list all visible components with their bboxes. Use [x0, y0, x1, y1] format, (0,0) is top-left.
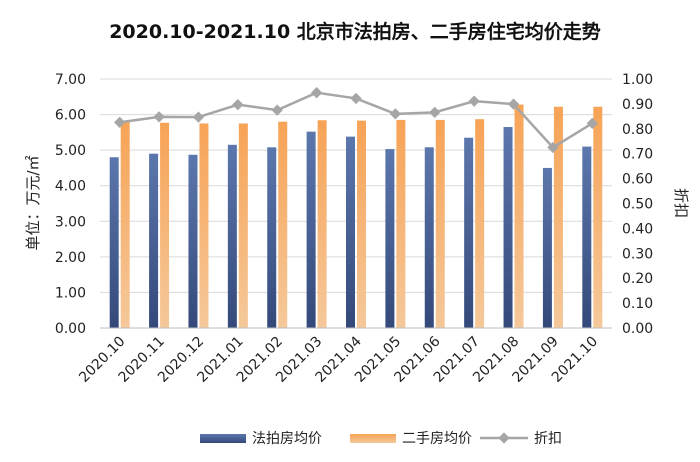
legend-swatch-auction — [200, 434, 246, 443]
y-axis-label: 单位：万元/㎡ — [24, 155, 42, 250]
discount-point — [310, 87, 323, 99]
legend-label-resale: 二手房均价 — [402, 431, 472, 447]
discount-point — [429, 106, 441, 119]
resale-price-bar — [238, 123, 248, 328]
resale-price-bar — [475, 119, 485, 329]
resale-price-bar — [593, 106, 603, 328]
left-tick-label: 1.00 — [55, 285, 86, 301]
discount-point — [547, 141, 559, 154]
auction-price-bar — [188, 154, 198, 328]
auction-price-bar — [306, 131, 316, 328]
left-tick-label: 4.00 — [55, 179, 86, 195]
resale-price-bar — [278, 121, 288, 328]
resale-price-bar — [160, 122, 170, 328]
left-tick-label: 5.00 — [55, 143, 86, 159]
auction-price-bar — [227, 144, 237, 328]
right-tick-label: 0.70 — [622, 147, 653, 163]
discount-point — [153, 111, 165, 123]
resale-price-bar — [514, 104, 524, 329]
right-tick-label: 0.20 — [622, 271, 653, 287]
discount-point — [468, 95, 480, 107]
right-tick-label: 0.50 — [622, 197, 653, 213]
resale-price-bar — [357, 120, 366, 329]
gridlines — [100, 78, 612, 329]
right-tick-label: 0.80 — [622, 122, 653, 138]
resale-price-bar — [435, 119, 445, 329]
right-axis-ticks: 0.00 0.10 0.20 0.30 0.40 0.50 0.60 0.70 0.80 0.90… — [622, 72, 653, 337]
auction-price-bar — [267, 147, 277, 328]
resale-price-bar — [120, 120, 130, 328]
auction-price-bar — [582, 146, 592, 328]
left-axis-ticks: 0.00 1.00 2.00 3.00 4.00 5.00 6.00 7.00 — [55, 72, 86, 337]
resale-price-bar — [553, 106, 563, 328]
right-tick-label: 0.10 — [622, 296, 653, 312]
legend-marker-discount — [498, 432, 510, 444]
discount-point — [350, 92, 362, 105]
left-tick-label: 6.00 — [55, 108, 86, 124]
auction-price-bar — [149, 153, 159, 328]
auction-price-bar — [542, 167, 552, 328]
chart-title: 2020.10-2021.10 北京市法拍房、二手房住宅均价走势 — [109, 20, 601, 43]
auction-price-bar — [464, 137, 474, 328]
legend: 法拍房均价 二手房均价 折扣 — [200, 431, 562, 447]
right-tick-label: 0.40 — [622, 221, 653, 237]
legend-swatch-resale — [350, 434, 396, 443]
resale-price-bar — [396, 119, 406, 329]
left-tick-label: 2.00 — [55, 250, 86, 266]
bars — [100, 104, 612, 329]
discount-point — [232, 98, 244, 111]
y2-axis-label: 折扣 — [672, 188, 690, 218]
discount-line — [114, 87, 598, 154]
auction-price-bar — [503, 127, 513, 329]
left-tick-label: 7.00 — [55, 72, 86, 88]
legend-label-discount: 折扣 — [534, 431, 562, 447]
right-tick-label: 0.30 — [622, 246, 653, 262]
discount-point — [192, 111, 205, 123]
resale-price-bar — [199, 123, 209, 328]
legend-label-auction: 法拍房均价 — [252, 431, 322, 447]
resale-price-bar — [317, 120, 327, 329]
discount-point — [389, 108, 402, 120]
auction-price-bar — [385, 149, 395, 328]
right-tick-label: 0.00 — [622, 321, 653, 337]
right-tick-label: 0.60 — [622, 172, 653, 188]
right-tick-label: 0.90 — [622, 97, 653, 113]
right-tick-label: 1.00 — [622, 72, 653, 88]
left-tick-label: 3.00 — [55, 214, 86, 230]
auction-price-bar — [109, 157, 119, 328]
auction-price-bar — [424, 147, 434, 328]
x-axis-ticks: 2020.102020.112020.122021.012021.022021.… — [76, 333, 601, 385]
left-tick-label: 0.00 — [55, 321, 86, 337]
auction-price-bar — [346, 136, 355, 328]
